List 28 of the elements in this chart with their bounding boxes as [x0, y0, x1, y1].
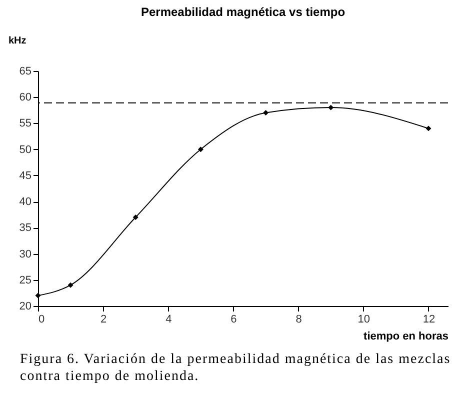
y-tick-label: 40 [19, 196, 32, 208]
y-tick-label: 65 [19, 66, 32, 78]
x-tick-label: 6 [230, 314, 237, 326]
point [68, 282, 74, 288]
x-axis-title: tiempo en horas [364, 330, 448, 342]
point [328, 104, 334, 110]
point [263, 110, 269, 116]
x-tick-label: 10 [358, 314, 370, 326]
x-tick-label: 4 [166, 314, 172, 326]
y-tick-label: 55 [19, 118, 32, 130]
x-tick-label: 2 [100, 314, 107, 326]
point [426, 126, 432, 132]
y-tick-label: 25 [19, 274, 32, 286]
y-tick-label: 50 [19, 144, 32, 156]
x-tick-label: 0 [38, 314, 45, 326]
y-tick-label: 60 [19, 92, 32, 104]
point [35, 292, 41, 298]
chart-title: Permeabilidad magnética vs tiempo [140, 5, 346, 19]
y-axis-title: kHz [8, 36, 26, 46]
text: Figura 6. Variación de la permeabilidad magnética de las mezclas contra tiempo de molienda. [20, 351, 452, 385]
y-tick-label: 20 [19, 300, 32, 312]
point [132, 214, 138, 220]
y-tick-label: 45 [19, 170, 32, 182]
point [198, 146, 204, 152]
x-tick-label: 12 [422, 314, 436, 326]
x-tick-label: 8 [296, 314, 302, 326]
y-tick-label: 30 [19, 248, 32, 260]
y-tick-label: 35 [19, 222, 32, 234]
